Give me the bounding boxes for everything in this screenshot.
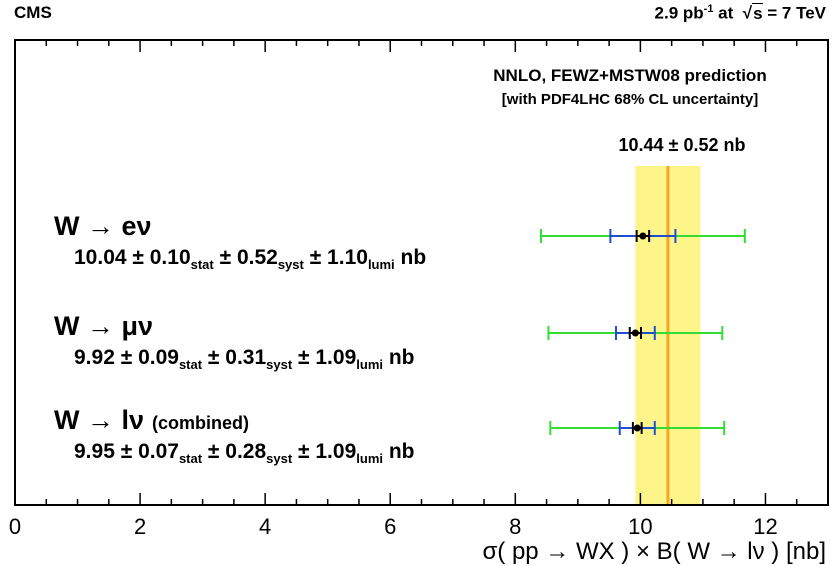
x-tick-label: 4 [259, 514, 272, 539]
data-point [633, 424, 641, 432]
x-tick-label: 0 [8, 514, 22, 539]
measurement-points [539, 229, 746, 435]
x-tick-label: 2 [133, 514, 147, 539]
lumi-energy-label: 2.9 pb-1 at √s = 7 TeV [654, 2, 826, 23]
x-tick-label: 8 [509, 514, 522, 539]
x-axis-label: σ( pp → WX ) × B( W → lν ) [nb] [482, 538, 826, 565]
x-tick-label: 12 [753, 514, 778, 539]
experiment-label: CMS [14, 3, 52, 22]
x-tick-label: 6 [384, 514, 397, 539]
data-point [639, 232, 647, 240]
theory-subtitle: [with PDF4LHC 68% CL uncertainty] [501, 91, 759, 108]
measurement-muon: W → μν 9.92 ± 0.09stat ± 0.31syst ± 1.09… [54, 311, 415, 372]
theory-value: 10.44 ± 0.52 nb [618, 135, 746, 155]
x-tick-label: 10 [628, 514, 653, 539]
data-point [631, 329, 639, 337]
theory-title: NNLO, FEWZ+MSTW08 prediction [493, 66, 767, 85]
measurement-combined: W → lν (combined) 9.95 ± 0.07stat ± 0.28s… [54, 405, 415, 466]
measurement-electron: W → eν 10.04 ± 0.10stat ± 0.52syst ± 1.1… [54, 211, 427, 272]
x-axis-ticks [14, 40, 829, 505]
